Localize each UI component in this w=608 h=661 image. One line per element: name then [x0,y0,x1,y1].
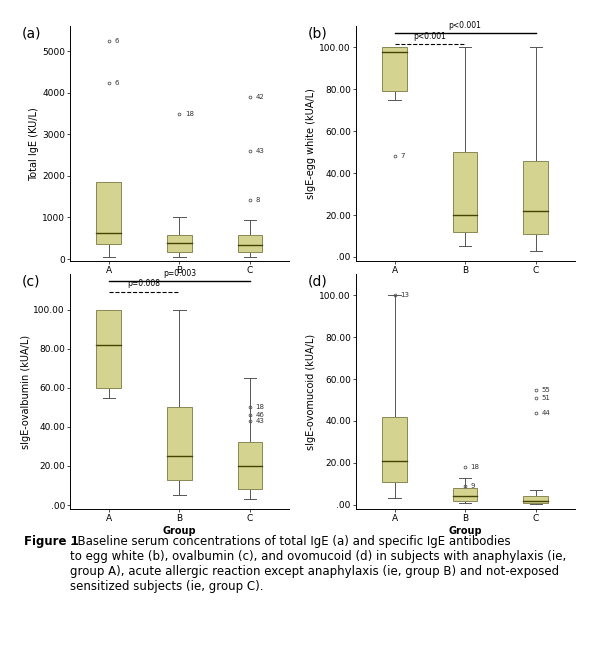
Bar [238,442,262,489]
Text: 51: 51 [541,395,550,401]
Text: 43: 43 [255,148,264,154]
X-axis label: Group: Group [448,525,482,535]
Text: p=0.008: p=0.008 [128,280,161,288]
Text: p=0.003: p=0.003 [163,269,196,278]
Y-axis label: Total IgE (KU/L): Total IgE (KU/L) [29,107,40,180]
Text: 46: 46 [255,412,264,418]
Bar [453,488,477,500]
Text: 55: 55 [541,387,550,393]
Y-axis label: sIgE-ovalbumin (kUA/L): sIgE-ovalbumin (kUA/L) [21,334,30,449]
Text: p<0.001: p<0.001 [413,32,446,40]
Bar [382,417,407,482]
Bar [97,309,121,388]
Text: 18: 18 [255,405,264,410]
X-axis label: Group: Group [162,525,196,535]
Text: (a): (a) [22,26,41,40]
Bar [167,235,192,252]
Bar [238,235,262,252]
Bar [382,48,407,91]
Bar [523,496,548,502]
X-axis label: Group: Group [162,278,196,288]
Text: (b): (b) [308,26,327,40]
Text: 7: 7 [400,153,404,159]
Bar [167,407,192,480]
Y-axis label: sIgE-egg white (kUA/L): sIgE-egg white (kUA/L) [306,89,316,199]
Text: (c): (c) [22,274,40,288]
X-axis label: Group: Group [448,278,482,288]
Text: (d): (d) [308,274,327,288]
Text: 13: 13 [400,292,409,298]
Text: Figure 1: Figure 1 [24,535,79,549]
Bar [97,182,121,245]
Text: 9: 9 [471,483,475,489]
Text: 8: 8 [255,196,260,203]
Text: p<0.001: p<0.001 [449,21,482,30]
Text: 6: 6 [114,79,119,85]
Bar [523,161,548,234]
Text: 18: 18 [471,464,480,470]
Y-axis label: sIgE-ovomucoid (kUA/L): sIgE-ovomucoid (kUA/L) [306,334,316,449]
Bar [453,152,477,232]
Text: 42: 42 [255,94,264,100]
Text: 18: 18 [185,110,194,116]
Text: 6: 6 [114,38,119,44]
Text: 43: 43 [255,418,264,424]
Text: . Baseline serum concentrations of total IgE (a) and specific IgE antibodies
to : . Baseline serum concentrations of total… [70,535,566,594]
Text: 44: 44 [541,410,550,416]
